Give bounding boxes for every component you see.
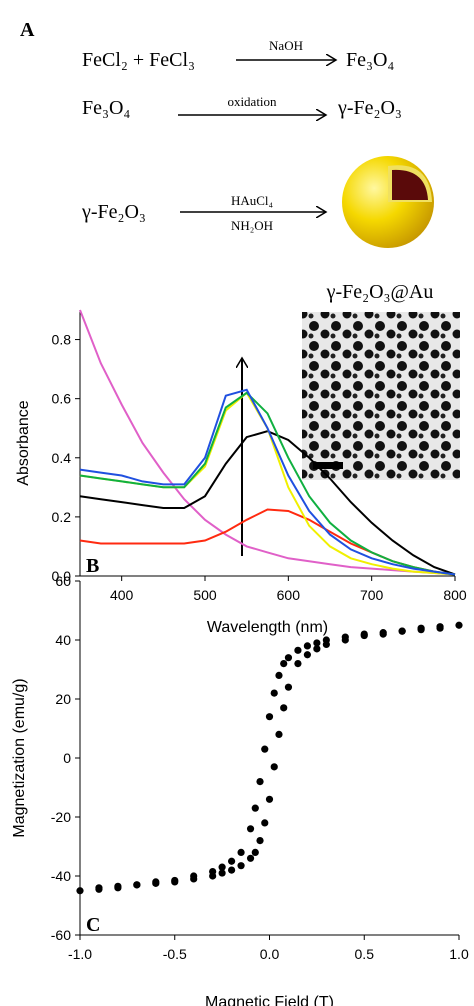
data-point (303, 642, 311, 650)
data-point (313, 645, 321, 653)
y-tick-label: -40 (51, 868, 71, 884)
data-point (171, 878, 179, 886)
data-point (280, 660, 288, 668)
y-tick-label: 0.8 (52, 332, 72, 348)
data-point (261, 745, 269, 753)
reactant: Fe₃O₄ (82, 97, 130, 119)
panel-label: A (20, 19, 35, 41)
reactant: FeCl₂ + FeCl₃ (82, 49, 195, 71)
y-tick-label: -60 (51, 927, 71, 943)
data-point (455, 621, 463, 629)
data-point (256, 778, 264, 786)
core-shell-particle (342, 156, 434, 248)
data-point (237, 862, 245, 870)
data-point (270, 689, 278, 697)
data-point (303, 651, 311, 659)
reagent: oxidation (227, 94, 277, 109)
panel-label: C (86, 914, 100, 936)
data-point (313, 639, 321, 647)
spectrum-line (79, 309, 456, 576)
data-point (265, 713, 274, 721)
data-point (265, 795, 274, 803)
data-point (133, 881, 141, 889)
data-point (228, 857, 236, 865)
data-point (294, 660, 302, 668)
data-point (261, 819, 269, 827)
data-point (190, 875, 198, 883)
x-tick-label: 800 (443, 587, 467, 603)
data-point (251, 804, 259, 812)
panel-label: B (86, 555, 99, 577)
x-tick-label: 0.5 (355, 946, 375, 962)
data-point (341, 636, 349, 644)
x-tick-label: -0.5 (163, 946, 187, 962)
y-tick-label: 0.0 (52, 568, 72, 584)
y-axis-title: Absorbance (15, 400, 32, 485)
y-tick-label: 0.2 (52, 509, 72, 525)
reagent: NH₂OH (231, 218, 273, 233)
spectrum-line (79, 388, 456, 576)
data-point (218, 863, 226, 871)
data-point (284, 654, 293, 662)
data-point (284, 683, 293, 691)
product: γ-Fe₂O₃@Au (326, 281, 434, 303)
x-tick-label: 0.0 (260, 946, 280, 962)
data-point (114, 884, 122, 892)
data-point (251, 848, 259, 857)
x-axis-title: Magnetic Field (T) (205, 994, 334, 1006)
reagent: HAuCl₄ (231, 193, 274, 208)
y-tick-label: 0.4 (52, 450, 72, 466)
x-tick-label: -1.0 (68, 946, 92, 962)
y-tick-label: 60 (55, 573, 71, 589)
data-point (256, 837, 264, 845)
data-point (417, 626, 425, 634)
y-tick-label: 0 (63, 750, 71, 766)
data-point (280, 704, 288, 712)
data-point (209, 872, 217, 880)
data-point (360, 631, 368, 640)
tem-inset (302, 312, 460, 480)
y-tick-label: 0.6 (52, 391, 72, 407)
data-point (246, 825, 255, 833)
product: γ-Fe₂O₃ (337, 97, 402, 119)
data-point (237, 848, 245, 857)
product: Fe₃O₄ (346, 49, 394, 71)
data-point (322, 640, 330, 649)
y-axis-title: Magnetization (emu/g) (11, 678, 28, 837)
reactant: γ-Fe₂O₃ (81, 201, 146, 223)
y-tick-label: 20 (55, 691, 71, 707)
data-point (152, 879, 160, 887)
x-tick-label: 500 (193, 587, 217, 603)
data-point (218, 869, 226, 877)
data-point (95, 885, 103, 893)
data-point (436, 624, 444, 632)
data-point (76, 887, 84, 895)
y-tick-label: -20 (51, 809, 71, 825)
data-point (270, 763, 278, 771)
data-point (294, 646, 302, 654)
reagent: NaOH (269, 38, 303, 53)
spectrum-line (79, 391, 456, 576)
x-tick-label: 1.0 (449, 946, 469, 962)
data-point (228, 866, 236, 874)
x-tick-label: 600 (277, 587, 301, 603)
data-point (398, 627, 406, 635)
y-tick-label: 40 (55, 632, 71, 648)
data-point (275, 671, 283, 680)
x-tick-label: 700 (360, 587, 384, 603)
x-axis-title: Wavelength (nm) (207, 619, 328, 636)
data-point (246, 854, 255, 862)
x-tick-label: 400 (110, 587, 134, 603)
data-point (275, 730, 283, 739)
data-point (379, 630, 387, 638)
